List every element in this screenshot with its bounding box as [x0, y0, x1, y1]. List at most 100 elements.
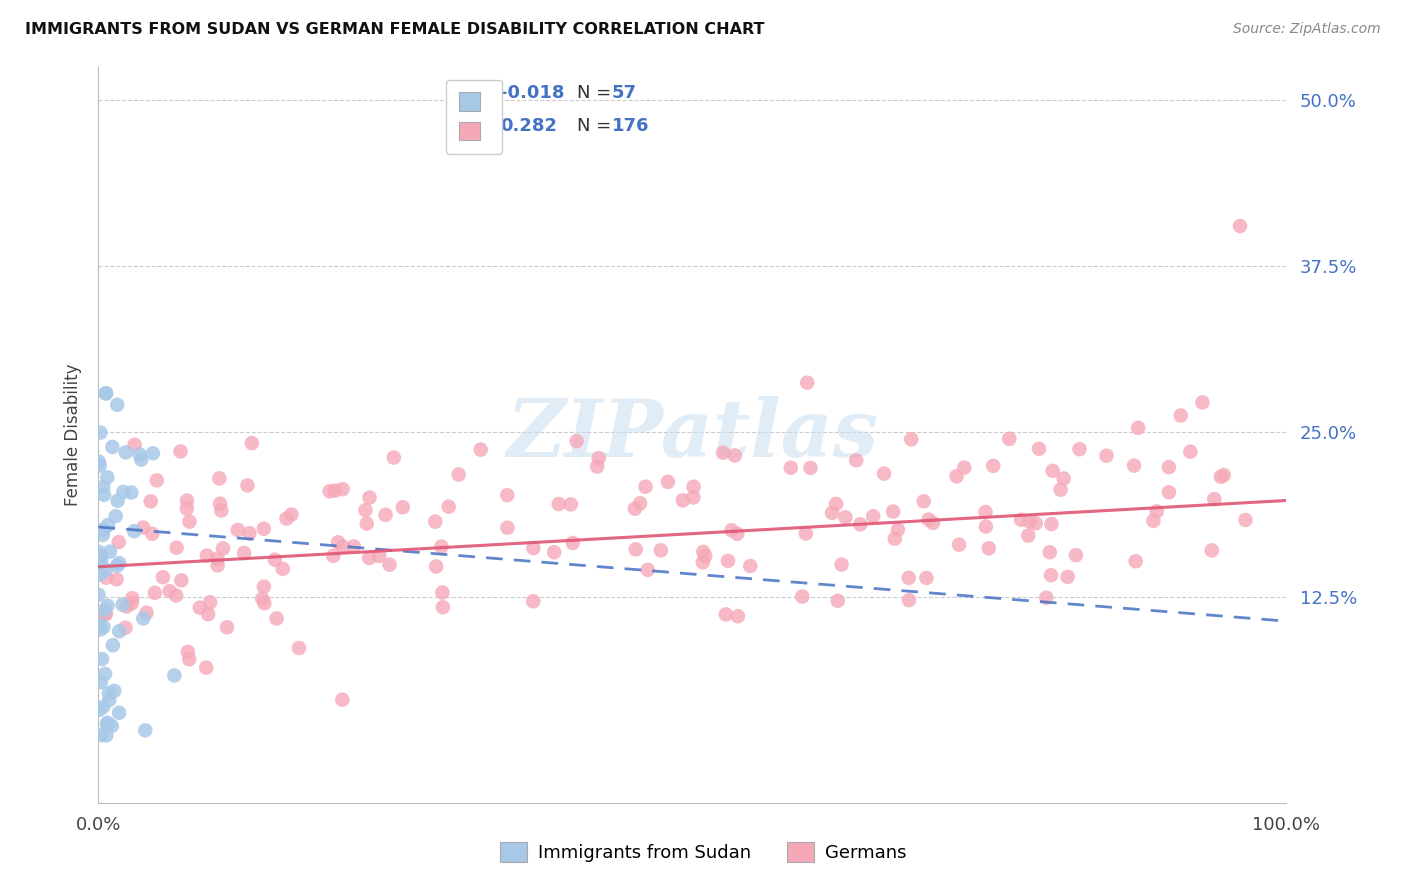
Point	[374, 508, 396, 522]
Point	[382, 450, 405, 465]
Point	[447, 467, 470, 482]
Point	[108, 556, 131, 570]
Point	[240, 436, 263, 450]
Point	[543, 545, 565, 559]
Point	[883, 532, 905, 546]
Point	[266, 611, 288, 625]
Point	[107, 493, 129, 508]
Point	[1142, 514, 1164, 528]
Point	[104, 509, 127, 524]
Point	[233, 546, 256, 560]
Point	[238, 526, 260, 541]
Point	[264, 552, 287, 566]
Point	[897, 571, 920, 585]
Point	[128, 447, 150, 461]
Point	[1025, 516, 1047, 531]
Point	[796, 376, 818, 390]
Point	[882, 504, 904, 518]
Text: N =: N =	[578, 84, 617, 102]
Point	[326, 535, 349, 549]
Point	[332, 692, 354, 706]
Point	[87, 454, 110, 468]
Point	[432, 585, 454, 599]
Point	[253, 580, 276, 594]
Point	[827, 594, 849, 608]
Point	[900, 432, 922, 446]
Point	[322, 549, 344, 563]
Point	[560, 497, 582, 511]
Point	[87, 549, 110, 564]
Point	[236, 478, 259, 492]
Point	[98, 693, 121, 707]
Point	[779, 460, 801, 475]
Point	[94, 607, 117, 621]
Point	[195, 549, 218, 563]
Point	[96, 599, 118, 613]
Point	[624, 542, 647, 557]
Point	[561, 536, 583, 550]
Point	[1204, 491, 1226, 506]
Point	[845, 453, 868, 467]
Point	[917, 513, 939, 527]
Point	[318, 484, 340, 499]
Text: -0.018: -0.018	[501, 84, 564, 102]
Point	[1170, 409, 1192, 423]
Point	[359, 491, 381, 505]
Point	[165, 589, 187, 603]
Text: R =: R =	[464, 117, 509, 135]
Point	[1157, 485, 1180, 500]
Point	[437, 500, 460, 514]
Point	[94, 386, 117, 401]
Point	[794, 526, 817, 541]
Point	[146, 474, 169, 488]
Point	[1123, 458, 1146, 473]
Point	[547, 497, 569, 511]
Point	[953, 460, 976, 475]
Point	[974, 505, 997, 519]
Point	[1052, 471, 1074, 485]
Point	[898, 593, 921, 607]
Point	[207, 551, 229, 566]
Point	[1069, 442, 1091, 457]
Point	[90, 549, 112, 563]
Point	[103, 684, 125, 698]
Point	[799, 461, 821, 475]
Point	[1042, 464, 1064, 478]
Point	[714, 607, 737, 622]
Point	[1212, 468, 1234, 483]
Point	[87, 617, 110, 632]
Point	[111, 598, 134, 612]
Text: 57: 57	[612, 84, 637, 102]
Point	[100, 719, 122, 733]
Point	[1157, 460, 1180, 475]
Point	[1125, 554, 1147, 568]
Point	[650, 543, 672, 558]
Point	[89, 623, 111, 637]
Point	[89, 458, 111, 473]
Point	[948, 538, 970, 552]
Point	[717, 554, 740, 568]
Point	[849, 517, 872, 532]
Point	[391, 500, 413, 515]
Point	[253, 522, 276, 536]
Point	[94, 607, 117, 621]
Point	[198, 595, 221, 609]
Text: IMMIGRANTS FROM SUDAN VS GERMAN FEMALE DISABILITY CORRELATION CHART: IMMIGRANTS FROM SUDAN VS GERMAN FEMALE D…	[25, 22, 765, 37]
Point	[87, 545, 110, 559]
Point	[93, 488, 115, 502]
Point	[159, 584, 181, 599]
Point	[226, 523, 249, 537]
Point	[945, 469, 967, 483]
Point	[1229, 219, 1251, 233]
Point	[981, 458, 1004, 473]
Point	[1126, 421, 1149, 435]
Point	[977, 541, 1000, 556]
Point	[692, 555, 714, 569]
Point	[496, 521, 519, 535]
Point	[1010, 513, 1032, 527]
Point	[657, 475, 679, 489]
Point	[120, 485, 142, 500]
Point	[430, 540, 453, 554]
Point	[207, 558, 229, 573]
Text: Source: ZipAtlas.com: Source: ZipAtlas.com	[1233, 22, 1381, 37]
